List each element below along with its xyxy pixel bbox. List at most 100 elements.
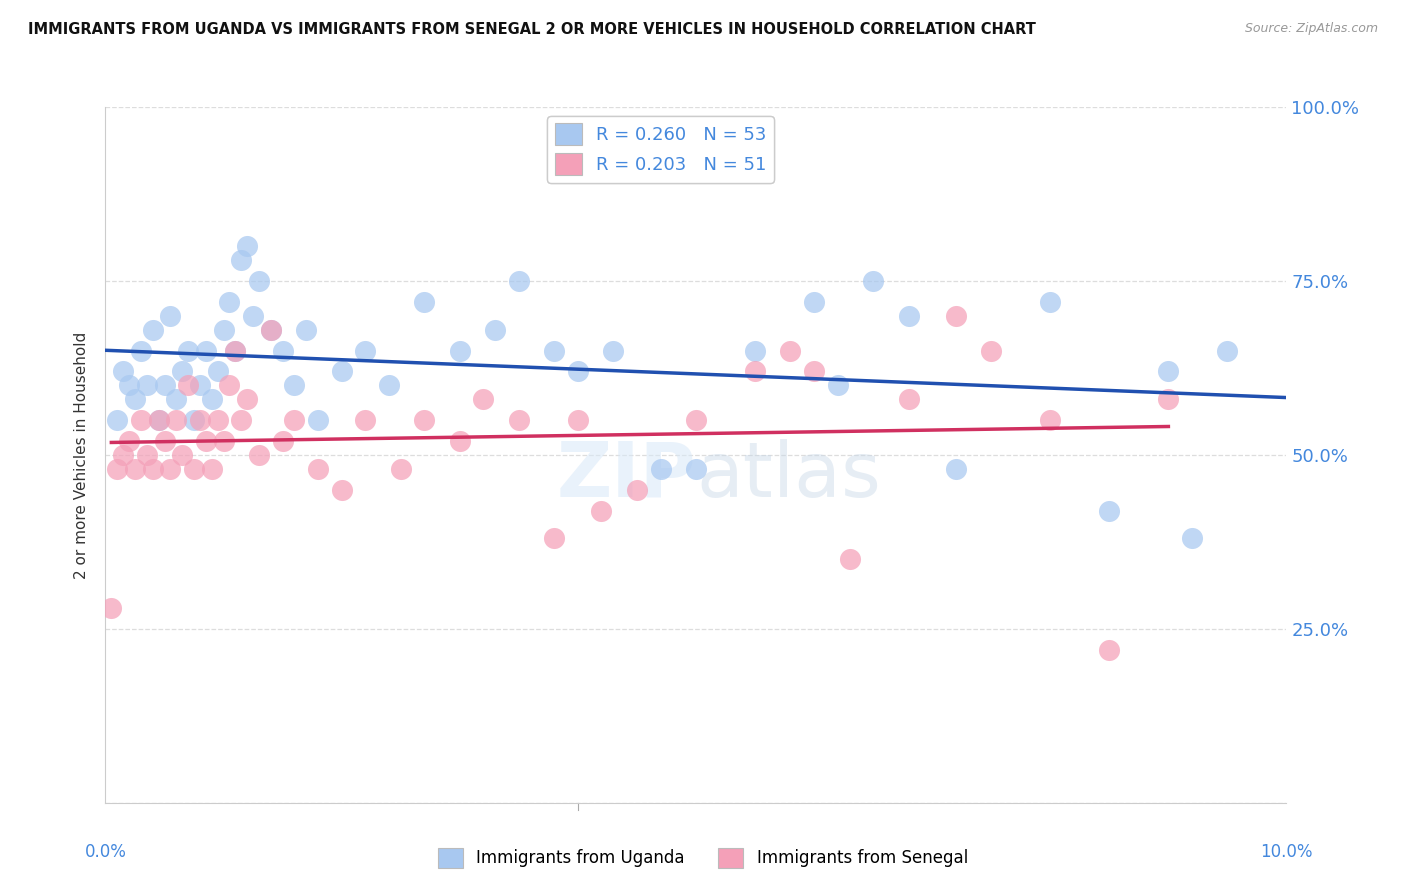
Point [207, 364, 229, 378]
Point [1157, 392, 1180, 407]
Point [685, 462, 707, 476]
Point [827, 378, 849, 392]
Point [112, 364, 135, 378]
Point [307, 462, 329, 476]
Point [1098, 642, 1121, 657]
Point [236, 239, 259, 253]
Point [449, 343, 471, 358]
Point [626, 483, 648, 497]
Point [650, 462, 672, 476]
Point [685, 413, 707, 427]
Point [744, 343, 766, 358]
Point [508, 413, 530, 427]
Point [330, 364, 353, 378]
Point [271, 343, 294, 358]
Point [283, 413, 305, 427]
Point [129, 343, 152, 358]
Point [484, 323, 506, 337]
Point [980, 343, 1002, 358]
Legend: R = 0.260   N = 53, R = 0.203   N = 51: R = 0.260 N = 53, R = 0.203 N = 51 [547, 116, 773, 183]
Text: IMMIGRANTS FROM UGANDA VS IMMIGRANTS FROM SENEGAL 2 OR MORE VEHICLES IN HOUSEHOL: IMMIGRANTS FROM UGANDA VS IMMIGRANTS FRO… [28, 22, 1036, 37]
Point [838, 552, 860, 566]
Point [378, 378, 401, 392]
Point [153, 378, 176, 392]
Point [118, 434, 141, 448]
Point [330, 483, 353, 497]
Point [142, 323, 165, 337]
Point [224, 343, 246, 358]
Point [508, 274, 530, 288]
Point [165, 392, 187, 407]
Point [177, 343, 200, 358]
Point [1098, 503, 1121, 517]
Point [148, 413, 170, 427]
Point [135, 378, 157, 392]
Y-axis label: 2 or more Vehicles in Household: 2 or more Vehicles in Household [75, 331, 90, 579]
Point [194, 343, 217, 358]
Point [413, 294, 436, 309]
Point [1039, 294, 1062, 309]
Point [945, 309, 967, 323]
Point [354, 343, 377, 358]
Point [543, 532, 565, 546]
Point [1181, 532, 1204, 546]
Point [172, 364, 194, 378]
Point [212, 434, 235, 448]
Point [188, 378, 211, 392]
Point [124, 392, 146, 407]
Point [172, 448, 194, 462]
Point [307, 413, 329, 427]
Point [159, 462, 181, 476]
Point [567, 413, 589, 427]
Point [449, 434, 471, 448]
Point [242, 309, 264, 323]
Point [183, 462, 205, 476]
Point [779, 343, 801, 358]
Point [260, 323, 283, 337]
Point [283, 378, 305, 392]
Text: 10.0%: 10.0% [1260, 843, 1313, 861]
Point [803, 364, 825, 378]
Point [124, 462, 146, 476]
Point [201, 462, 224, 476]
Point [105, 413, 128, 427]
Point [247, 274, 270, 288]
Point [1157, 364, 1180, 378]
Point [260, 323, 283, 337]
Point [112, 448, 135, 462]
Point [389, 462, 412, 476]
Point [188, 413, 211, 427]
Point [354, 413, 377, 427]
Point [224, 343, 246, 358]
Point [118, 378, 141, 392]
Text: Source: ZipAtlas.com: Source: ZipAtlas.com [1244, 22, 1378, 36]
Point [135, 448, 157, 462]
Text: 0.0%: 0.0% [84, 843, 127, 861]
Point [231, 253, 253, 268]
Point [247, 448, 270, 462]
Point [271, 434, 294, 448]
Point [413, 413, 436, 427]
Point [897, 392, 920, 407]
Point [129, 413, 152, 427]
Point [148, 413, 170, 427]
Point [543, 343, 565, 358]
Legend: Immigrants from Uganda, Immigrants from Senegal: Immigrants from Uganda, Immigrants from … [432, 841, 974, 875]
Point [602, 343, 624, 358]
Point [945, 462, 967, 476]
Point [231, 413, 253, 427]
Point [1039, 413, 1062, 427]
Text: ZIP: ZIP [557, 439, 696, 513]
Point [567, 364, 589, 378]
Point [194, 434, 217, 448]
Point [177, 378, 200, 392]
Text: atlas: atlas [696, 439, 880, 513]
Point [153, 434, 176, 448]
Point [159, 309, 181, 323]
Point [212, 323, 235, 337]
Point [183, 413, 205, 427]
Point [100, 601, 122, 615]
Point [472, 392, 495, 407]
Point [862, 274, 884, 288]
Point [744, 364, 766, 378]
